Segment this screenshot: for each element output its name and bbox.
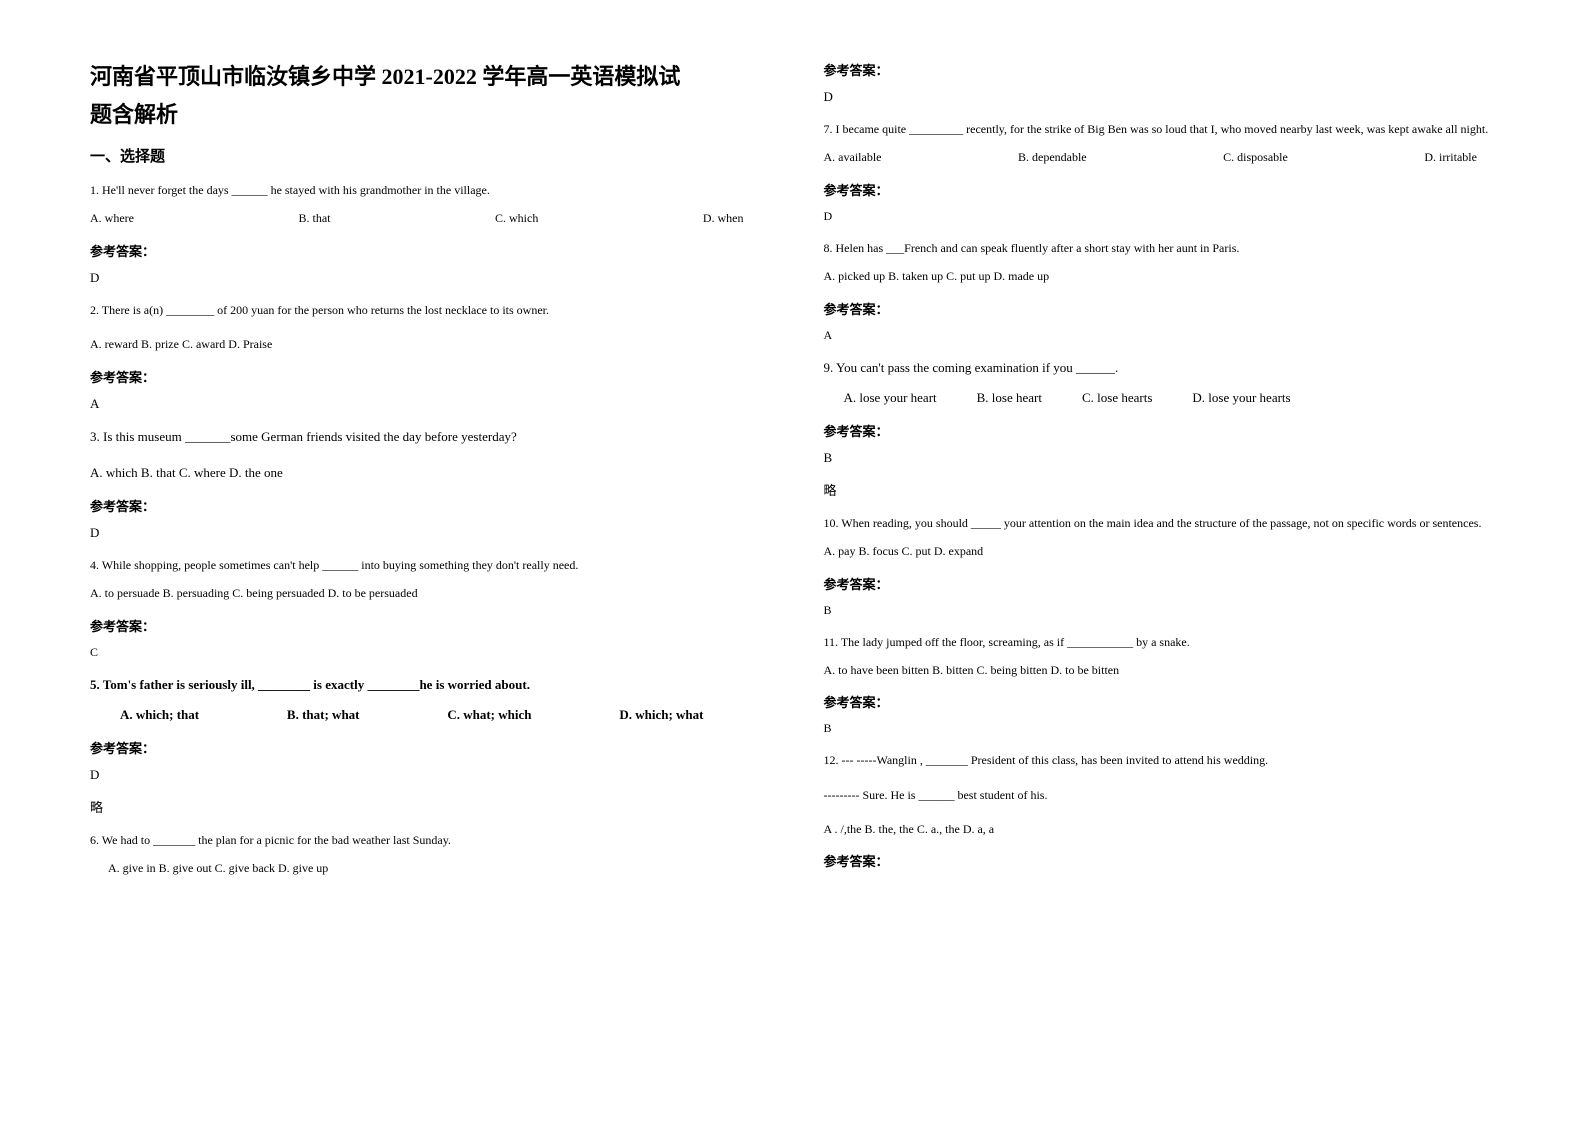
q5-opt-a: A. which; that	[120, 704, 199, 726]
q1-opt-b: B. that	[298, 208, 330, 228]
q12-options: A . /,the B. the, the C. a., the D. a, a	[824, 819, 1498, 839]
q3-options: A. which B. that C. where D. the one	[90, 462, 764, 484]
q7-opt-a: A. available	[824, 147, 882, 167]
q12-text1: 12. --- -----Wanglin , _______ President…	[824, 750, 1498, 770]
q5-note: 略	[90, 797, 764, 816]
q5-opt-c: C. what; which	[447, 704, 531, 726]
q6-options: A. give in B. give out C. give back D. g…	[90, 858, 764, 878]
q7-answer: D	[824, 209, 1498, 224]
doc-title-line1: 河南省平顶山市临汝镇乡中学 2021-2022 学年高一英语模拟试	[90, 60, 764, 93]
q10-text: 10. When reading, you should _____ your …	[824, 513, 1498, 533]
q11-answer: B	[824, 721, 1498, 736]
q7-opt-d: D. irritable	[1424, 147, 1477, 167]
q2-answer-label: 参考答案：	[90, 367, 764, 386]
q7-opt-b: B. dependable	[1018, 147, 1087, 167]
q11-answer-label: 参考答案：	[824, 692, 1498, 711]
q8-answer: A	[824, 328, 1498, 343]
q5-opt-b: B. that; what	[287, 704, 360, 726]
q7-answer-label: 参考答案：	[824, 180, 1498, 199]
q5-options: A. which; that B. that; what C. what; wh…	[90, 704, 764, 726]
q10-answer: B	[824, 603, 1498, 618]
q9-answer-label: 参考答案：	[824, 421, 1498, 440]
q4-options: A. to persuade B. persuading C. being pe…	[90, 583, 764, 603]
q3-text: 3. Is this museum _______some German fri…	[90, 426, 764, 448]
q2-text: 2. There is a(n) ________ of 200 yuan fo…	[90, 300, 764, 320]
q9-options: A. lose your heart B. lose heart C. lose…	[824, 387, 1498, 409]
q12-answer-label: 参考答案：	[824, 851, 1498, 870]
q10-answer-label: 参考答案：	[824, 574, 1498, 593]
q5-text: 5. Tom's father is seriously ill, ______…	[90, 674, 764, 696]
right-column: 参考答案： D 7. I became quite _________ rece…	[824, 60, 1498, 1062]
q10-options: A. pay B. focus C. put D. expand	[824, 541, 1498, 561]
q1-answer: D	[90, 270, 764, 286]
q11-text: 11. The lady jumped off the floor, screa…	[824, 632, 1498, 652]
q3-answer-label: 参考答案：	[90, 496, 764, 515]
q3-answer: D	[90, 525, 764, 541]
left-column: 河南省平顶山市临汝镇乡中学 2021-2022 学年高一英语模拟试 题含解析 一…	[90, 60, 764, 1062]
q1-opt-d: D. when	[703, 208, 744, 228]
q7-text: 7. I became quite _________ recently, fo…	[824, 119, 1498, 139]
q2-answer: A	[90, 396, 764, 412]
q9-note: 略	[824, 480, 1498, 499]
q6-answer: D	[824, 89, 1498, 105]
q6-text: 6. We had to _______ the plan for a picn…	[90, 830, 764, 850]
q4-answer-label: 参考答案：	[90, 616, 764, 635]
q6-answer-label: 参考答案：	[824, 60, 1498, 79]
section-header: 一、选择题	[90, 145, 764, 166]
q4-answer: C	[90, 645, 764, 660]
q5-answer: D	[90, 767, 764, 783]
q1-opt-a: A. where	[90, 208, 134, 228]
q8-options: A. picked up B. taken up C. put up D. ma…	[824, 266, 1498, 286]
q8-text: 8. Helen has ___French and can speak flu…	[824, 238, 1498, 258]
q12-text2: --------- Sure. He is ______ best studen…	[824, 785, 1498, 805]
q8-answer-label: 参考答案：	[824, 299, 1498, 318]
q4-text: 4. While shopping, people sometimes can'…	[90, 555, 764, 575]
q2-options: A. reward B. prize C. award D. Praise	[90, 334, 764, 354]
q9-opt-b: B. lose heart	[977, 387, 1042, 409]
q7-options: A. available B. dependable C. disposable…	[824, 147, 1498, 167]
q7-opt-c: C. disposable	[1223, 147, 1288, 167]
q9-opt-a: A. lose your heart	[844, 387, 937, 409]
q1-opt-c: C. which	[495, 208, 538, 228]
doc-title-line2: 题含解析	[90, 97, 764, 129]
q5-answer-label: 参考答案：	[90, 738, 764, 757]
q9-opt-c: C. lose hearts	[1082, 387, 1152, 409]
q1-answer-label: 参考答案：	[90, 241, 764, 260]
q9-text: 9. You can't pass the coming examination…	[824, 357, 1498, 379]
q9-answer: B	[824, 450, 1498, 466]
q9-opt-d: D. lose your hearts	[1192, 387, 1290, 409]
q1-options: A. where B. that C. which D. when	[90, 208, 764, 228]
q5-opt-d: D. which; what	[619, 704, 703, 726]
q11-options: A. to have been bitten B. bitten C. bein…	[824, 660, 1498, 680]
q1-text: 1. He'll never forget the days ______ he…	[90, 180, 764, 200]
